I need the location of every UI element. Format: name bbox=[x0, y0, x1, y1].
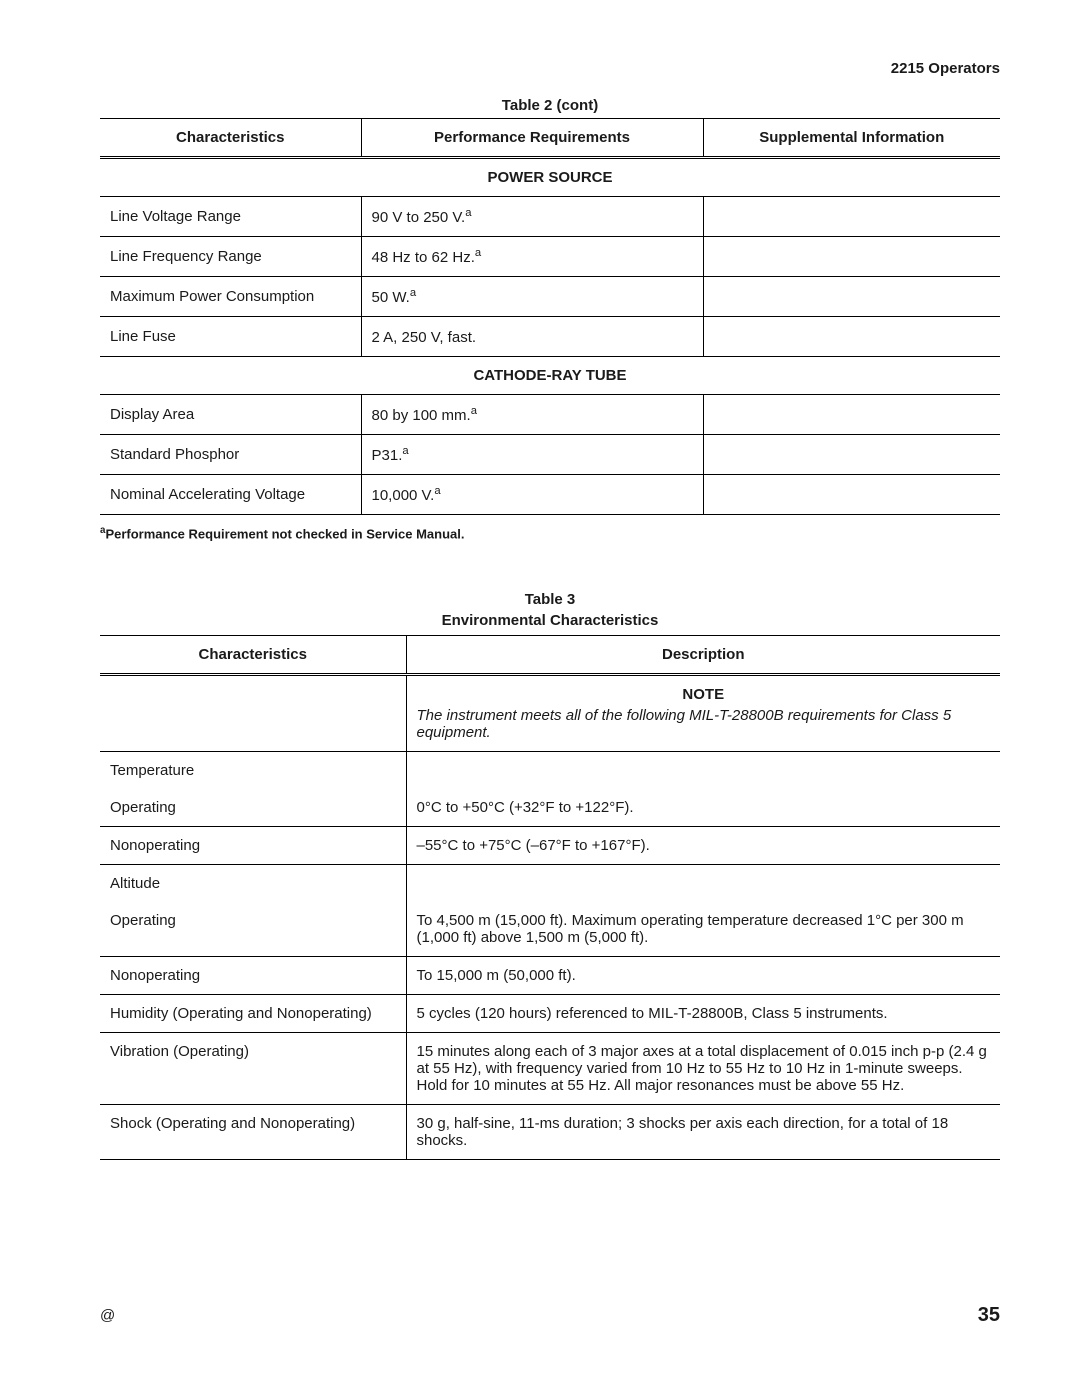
cell-char: Nonoperating bbox=[100, 957, 406, 995]
cell-desc: To 4,500 m (15,000 ft). Maximum operatin… bbox=[406, 902, 1000, 957]
cell-perf: 50 W.a bbox=[361, 277, 703, 317]
table-row: NOTE The instrument meets all of the fol… bbox=[100, 675, 1000, 752]
table3-col-description: Description bbox=[406, 636, 1000, 675]
cell-perf: P31.a bbox=[361, 435, 703, 475]
cell-perf: 10,000 V.a bbox=[361, 475, 703, 515]
cell-supp bbox=[703, 475, 1000, 515]
cell-perf: 90 V to 250 V.a bbox=[361, 197, 703, 237]
cell-char bbox=[100, 675, 406, 752]
cell-char: Line Fuse bbox=[100, 317, 361, 357]
cell-supp bbox=[703, 395, 1000, 435]
cell-desc: –55°C to +75°C (–67°F to +167°F). bbox=[406, 827, 1000, 865]
cell-perf: 2 A, 250 V, fast. bbox=[361, 317, 703, 357]
cell-char: Operating bbox=[100, 789, 406, 827]
cell-char: Humidity (Operating and Nonoperating) bbox=[100, 995, 406, 1033]
copyright-mark: @ bbox=[100, 1307, 115, 1324]
cell-supp bbox=[703, 197, 1000, 237]
doc-header: 2215 Operators bbox=[100, 60, 1000, 77]
cell-desc: 15 minutes along each of 3 major axes at… bbox=[406, 1033, 1000, 1105]
table-row: Temperature bbox=[100, 752, 1000, 790]
table3: Characteristics Description NOTE The ins… bbox=[100, 635, 1000, 1160]
table2-col-performance: Performance Requirements bbox=[361, 119, 703, 158]
note-heading: NOTE bbox=[417, 686, 991, 703]
page-number: 35 bbox=[978, 1304, 1000, 1327]
table-row: Altitude bbox=[100, 865, 1000, 903]
table3-title: Table 3 bbox=[100, 591, 1000, 608]
table-row: Line Frequency Range 48 Hz to 62 Hz.a bbox=[100, 237, 1000, 277]
table-row: Line Voltage Range 90 V to 250 V.a bbox=[100, 197, 1000, 237]
cell-char: Nominal Accelerating Voltage bbox=[100, 475, 361, 515]
cell-char: Display Area bbox=[100, 395, 361, 435]
table3-col-characteristics: Characteristics bbox=[100, 636, 406, 675]
cell-perf: 48 Hz to 62 Hz.a bbox=[361, 237, 703, 277]
cell-char: Vibration (Operating) bbox=[100, 1033, 406, 1105]
table-row: Nonoperating To 15,000 m (50,000 ft). bbox=[100, 957, 1000, 995]
table-row: Operating 0°C to +50°C (+32°F to +122°F)… bbox=[100, 789, 1000, 827]
cell-supp bbox=[703, 277, 1000, 317]
cell-perf: 80 by 100 mm.a bbox=[361, 395, 703, 435]
cell-note: NOTE The instrument meets all of the fol… bbox=[406, 675, 1000, 752]
table2-footnote: aPerformance Requirement not checked in … bbox=[100, 525, 1000, 541]
table-row: Operating To 4,500 m (15,000 ft). Maximu… bbox=[100, 902, 1000, 957]
table2-col-characteristics: Characteristics bbox=[100, 119, 361, 158]
cell-desc: 0°C to +50°C (+32°F to +122°F). bbox=[406, 789, 1000, 827]
cell-char: Temperature bbox=[100, 752, 406, 790]
table2-col-supplemental: Supplemental Information bbox=[703, 119, 1000, 158]
table3-subtitle: Environmental Characteristics bbox=[100, 612, 1000, 629]
cell-supp bbox=[703, 237, 1000, 277]
table2-title: Table 2 (cont) bbox=[100, 97, 1000, 114]
cell-desc: 30 g, half-sine, 11-ms duration; 3 shock… bbox=[406, 1105, 1000, 1160]
cell-char: Standard Phosphor bbox=[100, 435, 361, 475]
table-row: Display Area 80 by 100 mm.a bbox=[100, 395, 1000, 435]
table-row: Nominal Accelerating Voltage 10,000 V.a bbox=[100, 475, 1000, 515]
cell-char: Line Frequency Range bbox=[100, 237, 361, 277]
table-row: Shock (Operating and Nonoperating) 30 g,… bbox=[100, 1105, 1000, 1160]
cell-desc: To 15,000 m (50,000 ft). bbox=[406, 957, 1000, 995]
table-row: Humidity (Operating and Nonoperating) 5 … bbox=[100, 995, 1000, 1033]
cell-char: Nonoperating bbox=[100, 827, 406, 865]
cell-char: Line Voltage Range bbox=[100, 197, 361, 237]
table2: Characteristics Performance Requirements… bbox=[100, 118, 1000, 515]
cell-char: Shock (Operating and Nonoperating) bbox=[100, 1105, 406, 1160]
note-text: The instrument meets all of the followin… bbox=[417, 707, 991, 741]
cell-char: Operating bbox=[100, 902, 406, 957]
table-row: Vibration (Operating) 15 minutes along e… bbox=[100, 1033, 1000, 1105]
cell-desc bbox=[406, 752, 1000, 790]
table-row: Standard Phosphor P31.a bbox=[100, 435, 1000, 475]
table-row: Nonoperating –55°C to +75°C (–67°F to +1… bbox=[100, 827, 1000, 865]
cell-desc bbox=[406, 865, 1000, 903]
table2-section-crt: CATHODE-RAY TUBE bbox=[100, 357, 1000, 395]
cell-supp bbox=[703, 435, 1000, 475]
cell-desc: 5 cycles (120 hours) referenced to MIL-T… bbox=[406, 995, 1000, 1033]
page-footer: @ 35 bbox=[100, 1304, 1000, 1327]
table-row: Line Fuse 2 A, 250 V, fast. bbox=[100, 317, 1000, 357]
cell-char: Maximum Power Consumption bbox=[100, 277, 361, 317]
page: 2215 Operators Table 2 (cont) Characteri… bbox=[0, 0, 1080, 1397]
cell-supp bbox=[703, 317, 1000, 357]
table-row: Maximum Power Consumption 50 W.a bbox=[100, 277, 1000, 317]
cell-char: Altitude bbox=[100, 865, 406, 903]
table2-section-power: POWER SOURCE bbox=[100, 158, 1000, 197]
